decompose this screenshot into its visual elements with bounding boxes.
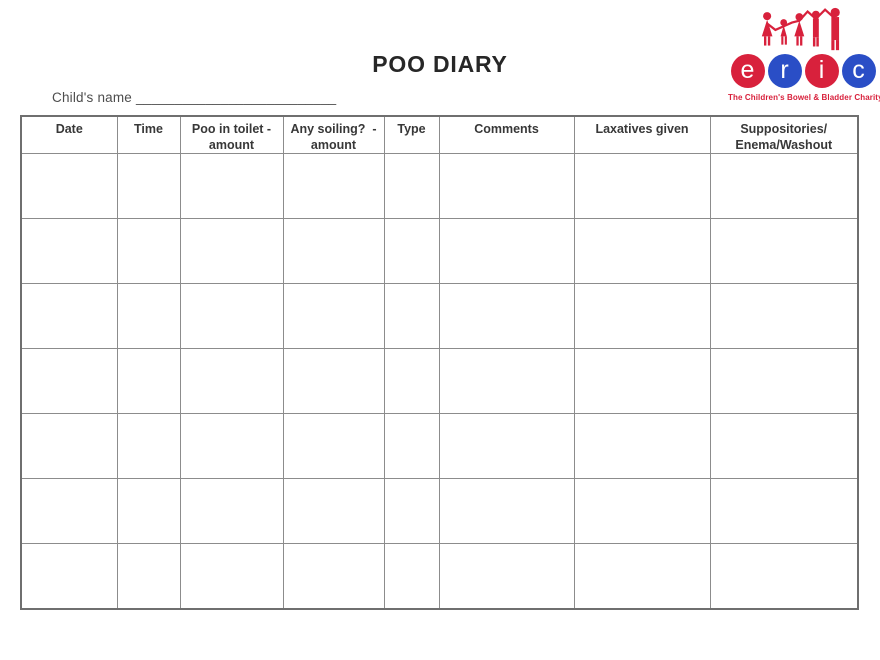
table-cell	[282, 478, 385, 544]
table-cell	[20, 153, 118, 219]
table-cell	[383, 218, 440, 284]
table-cell	[282, 218, 385, 284]
eric-wordmark: e r i c	[728, 54, 878, 88]
table-cell	[573, 218, 711, 284]
table-cell	[282, 348, 385, 414]
table-cell	[438, 283, 575, 349]
table-cell	[20, 543, 118, 609]
child-name-blank: __________________________	[135, 90, 337, 105]
diary-rows	[20, 153, 859, 609]
table-cell	[383, 543, 440, 609]
table-cell	[709, 478, 859, 544]
table-row	[20, 478, 859, 544]
table-cell	[116, 543, 181, 609]
table-cell	[573, 413, 711, 479]
table-row	[20, 543, 859, 609]
table-cell	[383, 413, 440, 479]
column-header-comments: Comments	[438, 115, 575, 154]
column-header-time: Time	[116, 115, 181, 154]
eric-letter-e-icon: e	[730, 54, 765, 88]
eric-letter-r-icon: r	[767, 54, 802, 88]
eric-letter-c-icon: c	[841, 54, 876, 88]
table-cell	[116, 153, 181, 219]
table-cell	[179, 478, 284, 544]
table-row	[20, 413, 859, 479]
table-cell	[709, 348, 859, 414]
table-cell	[573, 348, 711, 414]
table-cell	[116, 218, 181, 284]
table-cell	[20, 348, 118, 414]
table-cell	[20, 283, 118, 349]
column-header-suppositories: Suppositories/ Enema/Washout	[709, 115, 859, 154]
header-row: Date Time Poo in toilet - amount Any soi…	[20, 115, 859, 154]
table-cell	[179, 543, 284, 609]
table-cell	[383, 283, 440, 349]
table-cell	[438, 478, 575, 544]
table-cell	[709, 153, 859, 219]
eric-letter-i-icon: i	[804, 54, 839, 88]
table-cell	[438, 413, 575, 479]
table-cell	[179, 218, 284, 284]
table-cell	[573, 153, 711, 219]
table-row	[20, 283, 859, 349]
table-cell	[179, 413, 284, 479]
table-cell	[20, 413, 118, 479]
table-cell	[20, 218, 118, 284]
table-cell	[20, 478, 118, 544]
table-cell	[709, 543, 859, 609]
table-cell	[438, 153, 575, 219]
table-cell	[709, 283, 859, 349]
table-cell	[709, 218, 859, 284]
table-cell	[282, 153, 385, 219]
table-row	[20, 218, 859, 284]
table-cell	[438, 218, 575, 284]
table-cell	[179, 153, 284, 219]
table-cell	[438, 543, 575, 609]
table-cell	[573, 543, 711, 609]
table-cell	[709, 413, 859, 479]
page-title: POO DIARY	[372, 51, 508, 77]
table-cell	[573, 283, 711, 349]
table-cell	[282, 543, 385, 609]
table-cell	[573, 478, 711, 544]
table-row	[20, 348, 859, 414]
table-cell	[116, 413, 181, 479]
table-cell	[116, 283, 181, 349]
logo-tagline: The Children's Bowel & Bladder Charity	[728, 93, 880, 102]
column-header-poo-in-toilet: Poo in toilet - amount	[179, 115, 284, 154]
table-row	[20, 153, 859, 219]
table-cell	[383, 478, 440, 544]
column-header-type: Type	[383, 115, 440, 154]
table-cell	[282, 413, 385, 479]
table-cell	[116, 348, 181, 414]
table-cell	[179, 348, 284, 414]
eric-logo: e r i c The Children's Bowel & Bladder C…	[728, 6, 880, 102]
poo-diary-table: Date Time Poo in toilet - amount Any soi…	[20, 115, 859, 610]
table-cell	[179, 283, 284, 349]
table-cell	[282, 283, 385, 349]
table-cell	[116, 478, 181, 544]
table-cell	[438, 348, 575, 414]
column-header-any-soiling: Any soiling? - amount	[282, 115, 385, 154]
column-header-laxatives-given: Laxatives given	[573, 115, 711, 154]
family-holding-hands-icon	[761, 7, 840, 51]
column-header-date: Date	[20, 115, 118, 154]
table-cell	[383, 348, 440, 414]
child-name-label: Child's name	[52, 90, 133, 105]
child-name-line: Child's name __________________________	[52, 90, 336, 105]
table-cell	[383, 153, 440, 219]
